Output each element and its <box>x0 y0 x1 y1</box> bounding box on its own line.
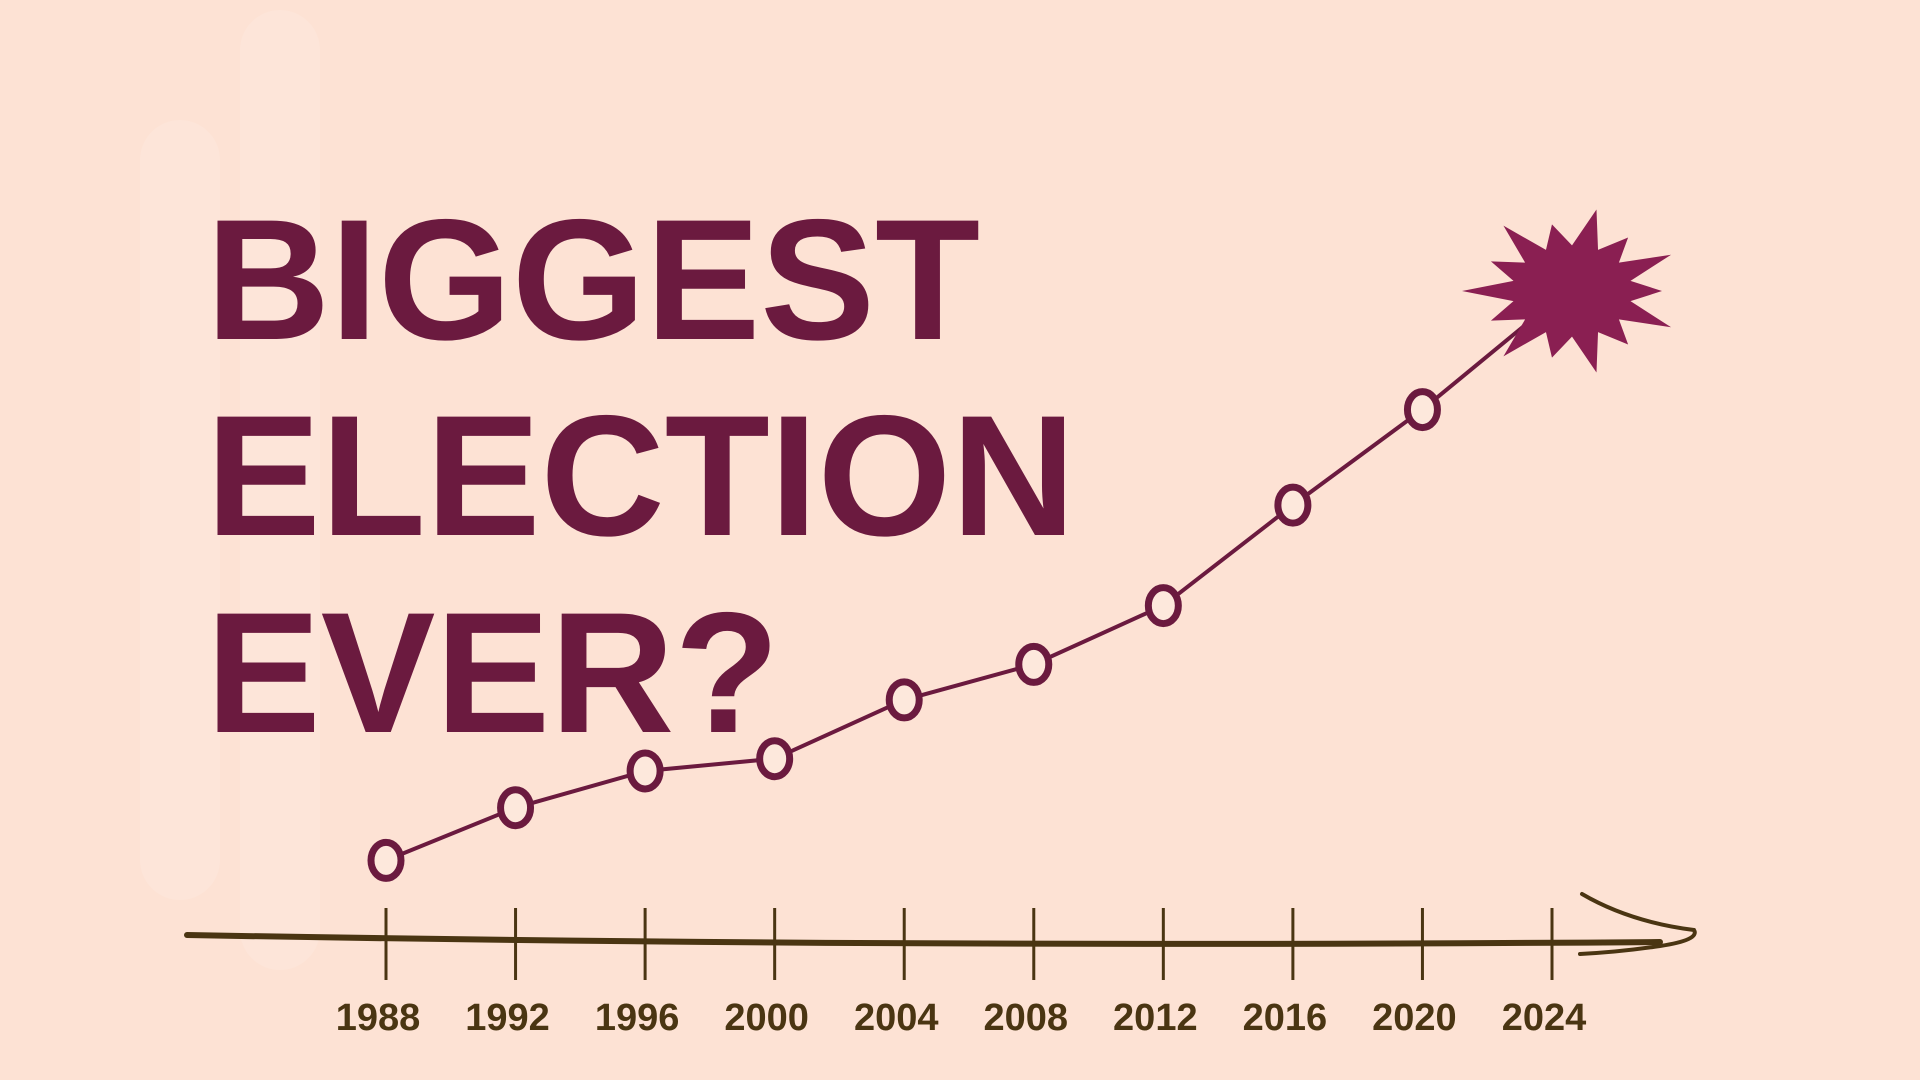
title-line: ELECTION <box>206 380 1076 572</box>
point-marker <box>626 749 664 793</box>
axis-arrow <box>1578 892 1697 956</box>
point-marker <box>756 737 794 781</box>
x-tick-label: 2024 <box>1502 997 1587 1039</box>
x-axis <box>184 932 1663 947</box>
point-marker <box>1274 483 1312 527</box>
title-line: BIGGEST <box>206 184 980 376</box>
x-tick-label: 1988 <box>336 997 421 1039</box>
x-tick-label: 2020 <box>1372 997 1457 1039</box>
point-marker <box>497 786 535 830</box>
x-tick-label: 2004 <box>854 997 939 1039</box>
point-marker <box>1144 584 1182 628</box>
x-tick-label: 2008 <box>984 997 1069 1039</box>
data-line <box>385 301 1554 863</box>
x-tick-label: 2012 <box>1113 997 1198 1039</box>
burst-marker <box>1462 209 1672 373</box>
x-tick-label: 2000 <box>724 997 809 1039</box>
point-marker <box>1015 642 1053 686</box>
decor-shape <box>140 120 220 900</box>
decor-shape <box>240 10 320 970</box>
title-line: EVER? <box>206 577 779 769</box>
x-tick-label: 1996 <box>595 997 680 1039</box>
point-marker <box>367 838 405 882</box>
x-tick-label: 2016 <box>1243 997 1328 1039</box>
x-tick-label: 1992 <box>465 997 550 1039</box>
point-marker <box>885 678 923 722</box>
point-marker <box>1403 388 1441 432</box>
